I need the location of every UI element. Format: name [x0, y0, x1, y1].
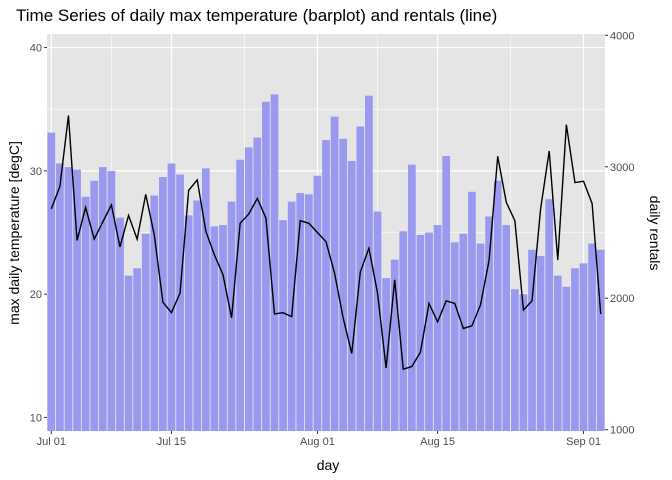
temperature-bar: [390, 259, 399, 431]
temperature-bar: [571, 268, 579, 431]
temperature-bar: [536, 255, 545, 431]
temperature-bar: [201, 168, 210, 432]
x-tick-label: Jul 01: [37, 436, 66, 448]
temperature-bar: [373, 211, 382, 431]
temperature-bar: [47, 132, 56, 431]
temperature-bar: [244, 147, 253, 431]
y-tick-label: 30: [30, 166, 42, 178]
temperature-bar: [407, 164, 416, 431]
axes: 10 20 30 40 1000 2000 3000 4000 Jul 01 Jul 15 Aug …: [30, 30, 635, 448]
x-tick-label: Aug 15: [420, 436, 455, 448]
x-tick-label: Jul 15: [157, 436, 186, 448]
temperature-bar: [150, 195, 159, 431]
temperature-bar: [159, 177, 167, 431]
temperature-bar: [176, 174, 184, 431]
temperature-bar: [399, 231, 408, 431]
temperature-bar: [279, 220, 287, 431]
rentals-line: [50, 115, 602, 371]
temperature-bar: [459, 233, 468, 431]
temperature-bar: [141, 233, 150, 431]
y2-tick-label: 1000: [610, 425, 634, 437]
y2-tick-label: 3000: [610, 162, 634, 174]
temperature-bar: [596, 249, 605, 431]
temperature-bar: [562, 286, 571, 431]
temperature-bar: [116, 217, 124, 431]
temperature-bar: [107, 170, 116, 431]
temperature-bar: [210, 226, 219, 431]
x-tick-label: Sep 01: [566, 436, 601, 448]
temperature-bar: [304, 194, 313, 431]
x-tick-label: Aug 01: [300, 436, 335, 448]
temperature-bar: [493, 180, 502, 431]
temperature-bar: [502, 225, 511, 431]
temperature-bar: [588, 243, 596, 431]
temperature-bar: [339, 138, 348, 431]
temperature-bar: [64, 167, 73, 431]
temperature-bar: [347, 160, 356, 432]
temperature-bar: [519, 294, 528, 431]
temperature-bar: [90, 180, 99, 431]
temperature-bar: [124, 275, 133, 431]
temperature-bar: [253, 137, 262, 431]
y-tick-label: 10: [30, 412, 42, 424]
temperature-bar: [382, 278, 390, 431]
temperature-bar: [356, 126, 365, 432]
temperature-bar: [133, 268, 142, 431]
temperature-bar: [433, 225, 442, 431]
temperature-bar: [442, 156, 451, 431]
temperature-bar: [236, 159, 245, 432]
temperature-bar: [553, 275, 562, 431]
temperature-bar: [73, 169, 81, 431]
temperature-bar: [56, 163, 64, 431]
temperature-bar: [425, 232, 433, 431]
temperature-bar: [193, 200, 202, 431]
temperature-bar: [485, 216, 493, 431]
temperature-bar: [579, 263, 588, 431]
y2-tick-label: 2000: [610, 293, 634, 305]
x-axis-title: day: [317, 457, 340, 473]
y2-tick-label: 4000: [610, 30, 634, 42]
temperature-bar: [98, 167, 107, 431]
temperature-bar: [184, 215, 193, 431]
temperature-bar: [322, 140, 330, 431]
temperature-bar: [528, 249, 536, 431]
temperature-bar: [365, 95, 373, 431]
temperature-bar: [270, 94, 279, 432]
temperature-bar: [510, 289, 519, 431]
y-axis-title-left: max daily temperature [degC]: [6, 141, 22, 325]
y-tick-label: 20: [30, 289, 42, 301]
temperature-bar: [219, 225, 227, 431]
y-axis-title-right: daily rentals: [647, 196, 663, 271]
temperature-bar: [81, 196, 90, 431]
chart-title: Time Series of daily max temperature (ba…: [16, 6, 497, 25]
temperature-bar: [468, 191, 476, 431]
temperature-bar: [167, 163, 176, 431]
y-tick-label: 40: [30, 43, 42, 55]
temperature-bar: [450, 242, 459, 431]
temperature-bar: [416, 234, 425, 431]
temperature-bar: [545, 199, 554, 431]
temperature-bar: [476, 243, 485, 431]
temperature-bar: [313, 175, 322, 431]
temperature-bar: [262, 101, 270, 432]
temperature-bar: [296, 193, 305, 431]
